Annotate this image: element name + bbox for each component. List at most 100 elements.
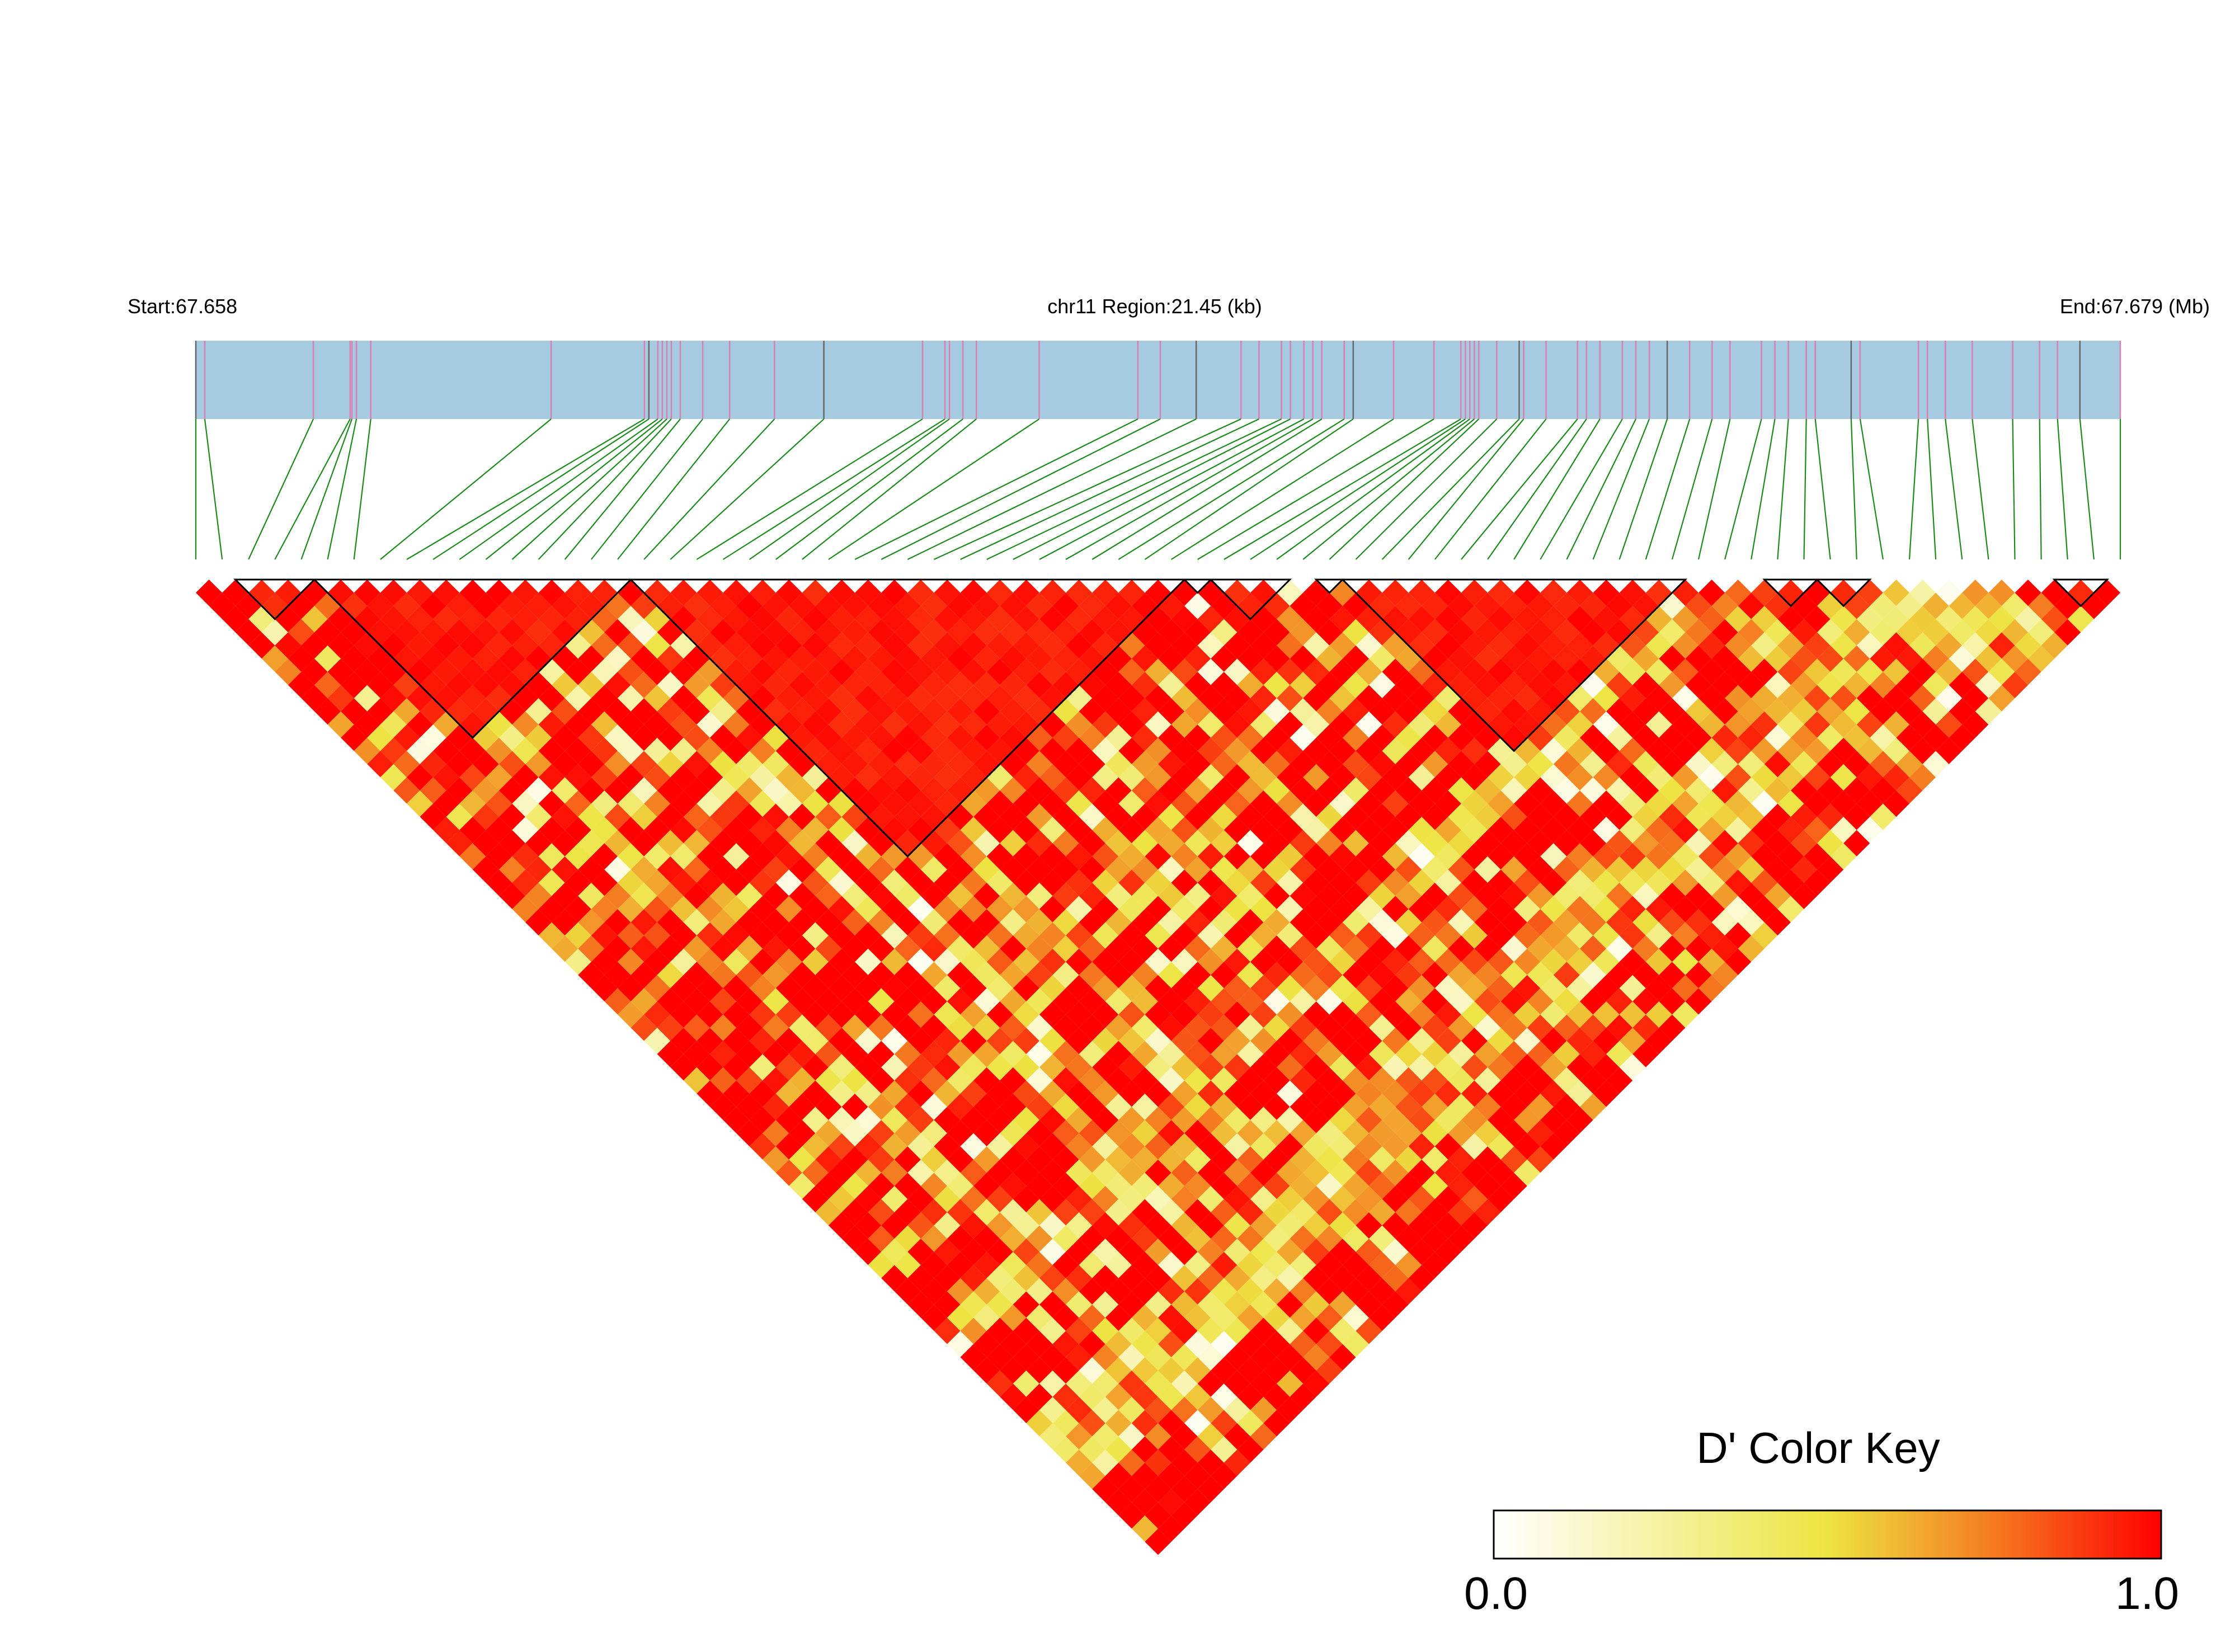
ld-cell <box>1237 1041 1264 1067</box>
ld-cell <box>1066 1396 1093 1423</box>
ld-cell <box>1237 988 1264 1015</box>
ld-cell <box>380 685 407 712</box>
ld-cell <box>1211 830 1238 856</box>
ld-cell <box>1092 1159 1119 1186</box>
ld-cell <box>1368 962 1396 989</box>
ld-cell <box>1250 817 1277 844</box>
ld-cell <box>1263 1278 1290 1305</box>
ld-cell <box>815 1067 842 1094</box>
ld-cell <box>433 685 460 712</box>
ld-cell <box>815 1146 842 1173</box>
ld-cell <box>604 619 631 646</box>
ld-cell <box>789 1146 816 1173</box>
ld-cell <box>1329 606 1356 633</box>
ld-cell <box>1870 724 1897 751</box>
chromosome-track <box>196 341 2120 419</box>
ld-cell <box>1488 737 1514 764</box>
ld-cell <box>1211 698 1238 725</box>
ld-cell <box>1158 1093 1185 1121</box>
ld-cell <box>1566 764 1593 790</box>
ld-cell <box>644 843 671 870</box>
ld-cell <box>947 1331 974 1358</box>
ld-cell <box>1566 975 1593 1001</box>
ld-cell <box>538 658 565 685</box>
ld-cell <box>1105 1489 1132 1515</box>
ld-cell <box>1368 1199 1396 1226</box>
ld-cell <box>1711 830 1738 856</box>
ld-cell <box>960 1159 987 1186</box>
ld-cell <box>1013 1159 1039 1186</box>
ld-cell <box>815 1041 842 1067</box>
ld-cell <box>420 724 446 751</box>
ld-cell <box>1645 948 1672 975</box>
ld-cell <box>1079 1304 1105 1331</box>
ld-cell <box>1830 658 1857 685</box>
ld-cell <box>459 685 486 712</box>
ld-cell <box>1500 1093 1527 1121</box>
ld-cell <box>1382 632 1409 659</box>
ld-cell <box>1342 777 1369 804</box>
ld-cell <box>1277 606 1304 633</box>
ld-cell <box>630 856 657 883</box>
ld-cell <box>1751 790 1778 817</box>
ld-cell <box>1988 606 2015 633</box>
ld-cell <box>552 882 578 910</box>
ld-cell <box>1738 619 1765 646</box>
ld-cell <box>525 751 552 778</box>
ld-cell <box>1843 698 1870 725</box>
ld-cell <box>1606 1041 1633 1067</box>
ld-cell <box>1685 962 1712 989</box>
ld-cell <box>683 1041 710 1067</box>
ld-cell <box>1448 935 1475 962</box>
ld-cell <box>591 948 618 975</box>
ld-cell <box>1368 671 1396 699</box>
ld-cell <box>1145 632 1171 659</box>
ld-cell <box>393 619 420 646</box>
ld-cell <box>1725 922 1752 949</box>
ld-cell <box>1395 1041 1422 1067</box>
ld-cell <box>973 1093 1000 1121</box>
ld-cell <box>1790 777 1818 804</box>
ld-cell <box>1448 1041 1475 1067</box>
ld-cell <box>1026 1410 1053 1437</box>
ld-cell <box>1197 1001 1224 1028</box>
ld-cell <box>1540 1080 1567 1107</box>
ld-cell <box>433 817 460 844</box>
ld-cell <box>1237 1014 1264 1041</box>
ld-cell <box>868 1120 895 1147</box>
ld-cell <box>1540 869 1567 896</box>
ld-cell <box>1263 962 1290 989</box>
ld-cell <box>1434 1001 1461 1028</box>
ld-cell <box>1250 632 1277 659</box>
ld-cell <box>1145 817 1171 844</box>
ld-cell <box>1764 909 1791 936</box>
ld-cell <box>749 1080 776 1107</box>
ld-cell <box>1553 988 1580 1015</box>
ld-cell <box>1395 671 1422 699</box>
ld-cell <box>1566 1001 1593 1028</box>
color-key-gradient <box>1493 1509 2162 1560</box>
snp-connector <box>854 418 1138 560</box>
ld-cell <box>986 1265 1013 1292</box>
ld-cell <box>552 803 578 830</box>
ld-cell <box>1066 1185 1093 1212</box>
ld-cell <box>1368 1093 1396 1121</box>
ld-cell <box>1000 1331 1027 1358</box>
ld-cell <box>644 975 671 1001</box>
ld-cell <box>1566 632 1593 659</box>
ld-cell <box>1158 988 1185 1015</box>
ld-cell <box>1659 619 1686 646</box>
ld-cell <box>1514 1133 1541 1160</box>
ld-cell <box>1039 1265 1066 1292</box>
ld-cell <box>1474 1014 1501 1041</box>
ld-cell <box>1382 1133 1409 1160</box>
ld-cell <box>1540 737 1567 764</box>
ld-cell <box>1052 1225 1079 1252</box>
ld-cell <box>1000 1146 1027 1173</box>
ld-cell <box>1079 1357 1105 1384</box>
ld-cell <box>1672 737 1699 764</box>
ld-cell <box>1368 1120 1396 1147</box>
ld-cell <box>1105 1304 1132 1331</box>
ld-cell <box>1145 922 1171 949</box>
ld-cell <box>1382 737 1409 764</box>
